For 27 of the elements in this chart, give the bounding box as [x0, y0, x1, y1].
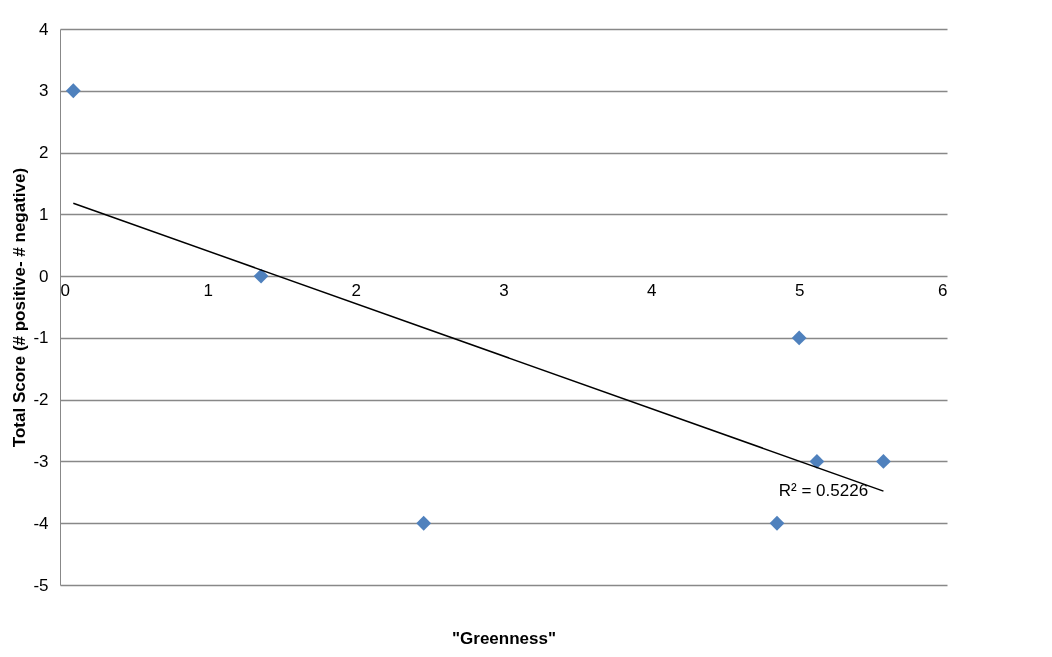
point	[876, 454, 891, 469]
x-tick-label: 4	[647, 280, 657, 300]
point	[791, 330, 807, 346]
x-tick-label: 1	[203, 280, 214, 300]
y-tick-label: 4	[39, 19, 49, 39]
y-axis-title: Total Score (# positive- # negative)	[10, 167, 30, 448]
point	[809, 454, 825, 469]
x-tick-label: 6	[938, 280, 948, 300]
y-tick-label: -2	[33, 390, 49, 410]
x-tick-label: 5	[794, 280, 805, 300]
y-tick-label: -4	[33, 513, 49, 533]
y-tick-label: -1	[33, 328, 49, 348]
x-axis-title: "Greenness"	[451, 628, 557, 648]
point	[65, 83, 81, 99]
x-tick-label: 0	[60, 280, 70, 300]
x-tick-label: 2	[351, 280, 361, 300]
y-tick-label: 0	[39, 266, 49, 286]
y-tick-label: -5	[33, 575, 49, 595]
point	[253, 268, 269, 284]
y-tick-label: -3	[33, 451, 49, 471]
point	[769, 515, 785, 531]
y-tick-label: 1	[39, 204, 49, 224]
point	[416, 515, 432, 531]
annotation: R² = 0.5226	[778, 481, 869, 501]
x-tick-label: 3	[499, 280, 509, 300]
y-tick-label: 2	[39, 143, 49, 163]
y-tick-label: 3	[39, 81, 49, 101]
